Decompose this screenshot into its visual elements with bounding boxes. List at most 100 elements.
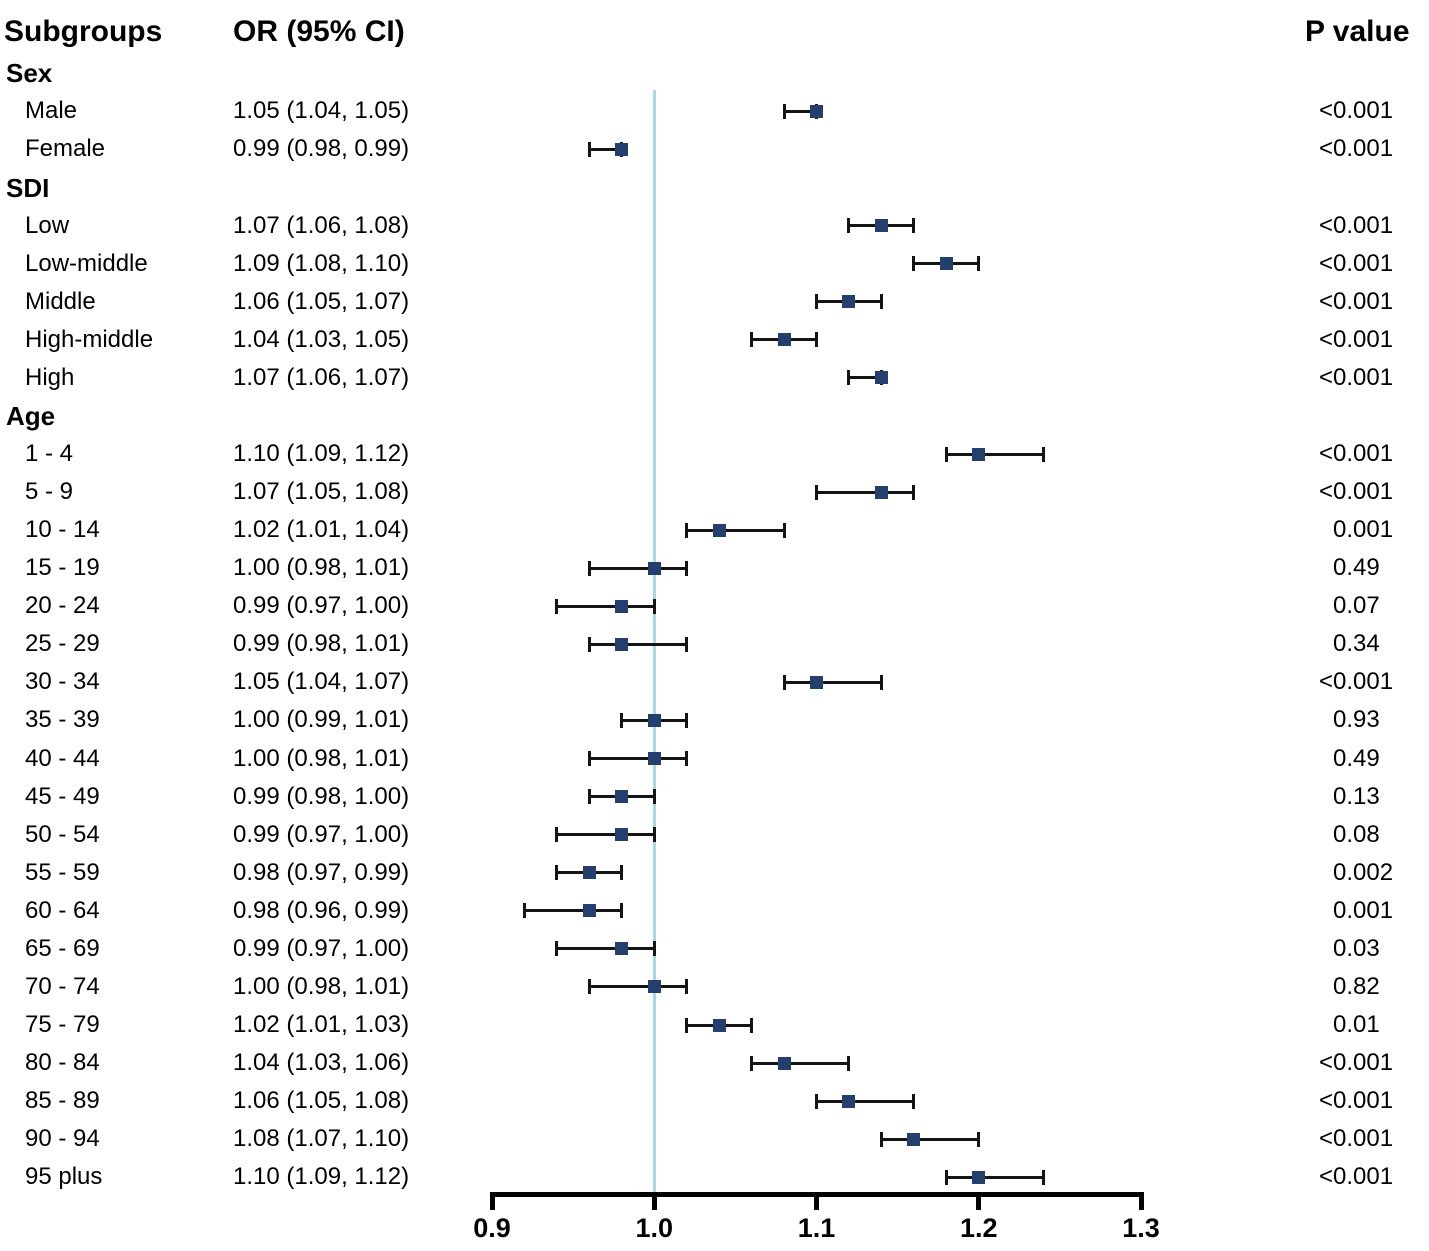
subgroup-label: Male <box>25 97 78 125</box>
forest-row: 40 - 44 1.00 (0.98, 1.01) 0.49 <box>0 740 1429 778</box>
less-than-sign: < <box>1318 249 1333 277</box>
ci-whisker <box>589 985 687 989</box>
ci-cap <box>847 218 851 234</box>
forest-row: 10 - 14 1.02 (1.01, 1.04) 0.001 <box>0 511 1429 549</box>
point-estimate-marker <box>810 675 823 689</box>
point-estimate-marker <box>647 713 661 727</box>
ci-whisker <box>589 147 622 151</box>
subgroup-heading: Sex <box>6 58 53 89</box>
x-axis-tick-label: 1.0 <box>635 1213 674 1243</box>
p-value: 0.07 <box>1333 592 1380 620</box>
less-than-sign: < <box>1318 135 1333 163</box>
x-axis-tick-label: 1.1 <box>797 1213 836 1243</box>
p-value: <0.001 <box>1319 283 1393 321</box>
p-value: 0.49 <box>1333 554 1380 582</box>
subgroup-label: Female <box>25 135 106 163</box>
or-ci-text: 0.99 (0.97, 1.00) <box>233 820 410 848</box>
point-estimate-marker <box>874 371 888 385</box>
p-value: 0.93 <box>1333 706 1380 734</box>
subgroup-label: 1 - 4 <box>25 440 74 467</box>
or-ci-text: 1.02 (1.01, 1.04) <box>233 516 410 544</box>
or-ci-text: 1.00 (0.98, 1.01) <box>233 744 410 772</box>
forest-row: Female 0.99 (0.98, 0.99) <0.001 <box>0 130 1429 168</box>
or-ci-text: 1.02 (1.01, 1.03) <box>233 1011 410 1039</box>
forest-row: 45 - 49 0.99 (0.98, 1.00) 0.13 <box>0 778 1429 816</box>
x-axis-tick-label: 1.3 <box>1122 1213 1160 1243</box>
ci-cap <box>750 332 754 348</box>
forest-row: 80 - 84 1.04 (1.03, 1.06) <0.001 <box>0 1044 1429 1082</box>
ci-cap <box>652 789 656 805</box>
ci-cap <box>977 256 981 272</box>
ci-whisker <box>524 909 622 913</box>
or-ci-text: 0.99 (0.98, 1.00) <box>233 782 410 810</box>
less-than-sign: < <box>1318 363 1333 391</box>
reference-line <box>652 90 656 1192</box>
forest-row: 75 - 79 1.02 (1.01, 1.03) 0.01 <box>0 1006 1429 1044</box>
x-axis-tick <box>976 1197 982 1210</box>
ci-cap <box>912 256 916 272</box>
p-value: 0.002 <box>1333 858 1394 886</box>
point-estimate-marker <box>582 904 596 918</box>
or-ci-text: 1.06 (1.05, 1.07) <box>233 287 410 315</box>
ci-cap <box>685 751 689 767</box>
ci-whisker <box>784 109 817 113</box>
ci-cap <box>685 522 689 538</box>
subgroup-label: 30 - 34 <box>25 668 100 696</box>
x-axis-tick-label: 0.9 <box>473 1213 511 1243</box>
or-ci-text: 1.00 (0.98, 1.01) <box>233 972 410 1000</box>
forest-row: High 1.07 (1.06, 1.07) <0.001 <box>0 359 1429 397</box>
subgroup-label: 5 - 9 <box>25 478 74 506</box>
subgroup-label: 45 - 49 <box>25 782 100 810</box>
point-estimate-marker <box>712 523 726 537</box>
forest-row: 15 - 19 1.00 (0.98, 1.01) 0.49 <box>0 549 1429 587</box>
ci-cap <box>977 1131 981 1147</box>
p-value: 0.08 <box>1333 820 1380 848</box>
ci-whisker <box>816 1099 914 1103</box>
point-estimate-marker <box>842 295 856 309</box>
p-value: 0.82 <box>1333 972 1380 1000</box>
ci-cap <box>620 712 624 728</box>
ci-cap <box>1042 1169 1046 1185</box>
or-ci-text: 1.05 (1.04, 1.07) <box>233 668 410 696</box>
column-header-p-value: P value <box>1305 15 1410 48</box>
p-value: <0.001 <box>1319 130 1393 168</box>
subgroup-label: 85 - 89 <box>25 1087 100 1115</box>
or-ci-text: 0.99 (0.98, 1.01) <box>233 630 410 658</box>
point-estimate-marker <box>615 142 629 156</box>
p-value: <0.001 <box>1319 473 1393 511</box>
ci-cap <box>555 598 559 614</box>
forest-row: 25 - 29 0.99 (0.98, 1.01) 0.34 <box>0 625 1429 663</box>
ci-cap <box>685 1017 689 1033</box>
subgroup-label: High-middle <box>25 325 154 353</box>
subgroup-label: 25 - 29 <box>25 630 100 658</box>
column-header-or-ci: OR (95% CI) <box>233 15 405 48</box>
ci-whisker <box>589 757 687 761</box>
p-value: <0.001 <box>1319 1044 1393 1082</box>
forest-row: Middle 1.06 (1.05, 1.07) <0.001 <box>0 283 1429 321</box>
p-value: 0.13 <box>1333 782 1380 810</box>
subgroup-label: 15 - 19 <box>25 554 100 582</box>
or-ci-text: 1.05 (1.04, 1.05) <box>233 97 410 125</box>
subgroup-label: Low <box>25 211 70 239</box>
x-axis-tick <box>489 1197 495 1210</box>
or-ci-text: 1.07 (1.06, 1.07) <box>233 363 410 391</box>
point-estimate-marker <box>615 637 629 651</box>
x-axis-tick-label: 1.2 <box>959 1213 998 1243</box>
ci-cap <box>815 332 818 348</box>
subgroup-label: Low-middle <box>25 249 148 277</box>
forest-row: 55 - 59 0.98 (0.97, 0.99) 0.002 <box>0 854 1429 892</box>
ci-whisker <box>556 833 655 837</box>
ci-cap <box>587 636 591 652</box>
ci-cap <box>555 865 559 881</box>
p-value: <0.001 <box>1319 435 1393 473</box>
or-ci-text: 0.99 (0.97, 1.00) <box>233 934 410 962</box>
p-value: <0.001 <box>1319 207 1393 245</box>
less-than-sign: < <box>1318 1125 1333 1153</box>
point-estimate-marker <box>907 1132 921 1146</box>
subgroup-label: 40 - 44 <box>25 744 100 772</box>
ci-cap <box>522 903 526 919</box>
ci-cap <box>815 294 818 310</box>
ci-whisker <box>848 376 882 380</box>
forest-row: High-middle 1.04 (1.03, 1.05) <0.001 <box>0 321 1429 359</box>
ci-cap <box>944 446 948 462</box>
